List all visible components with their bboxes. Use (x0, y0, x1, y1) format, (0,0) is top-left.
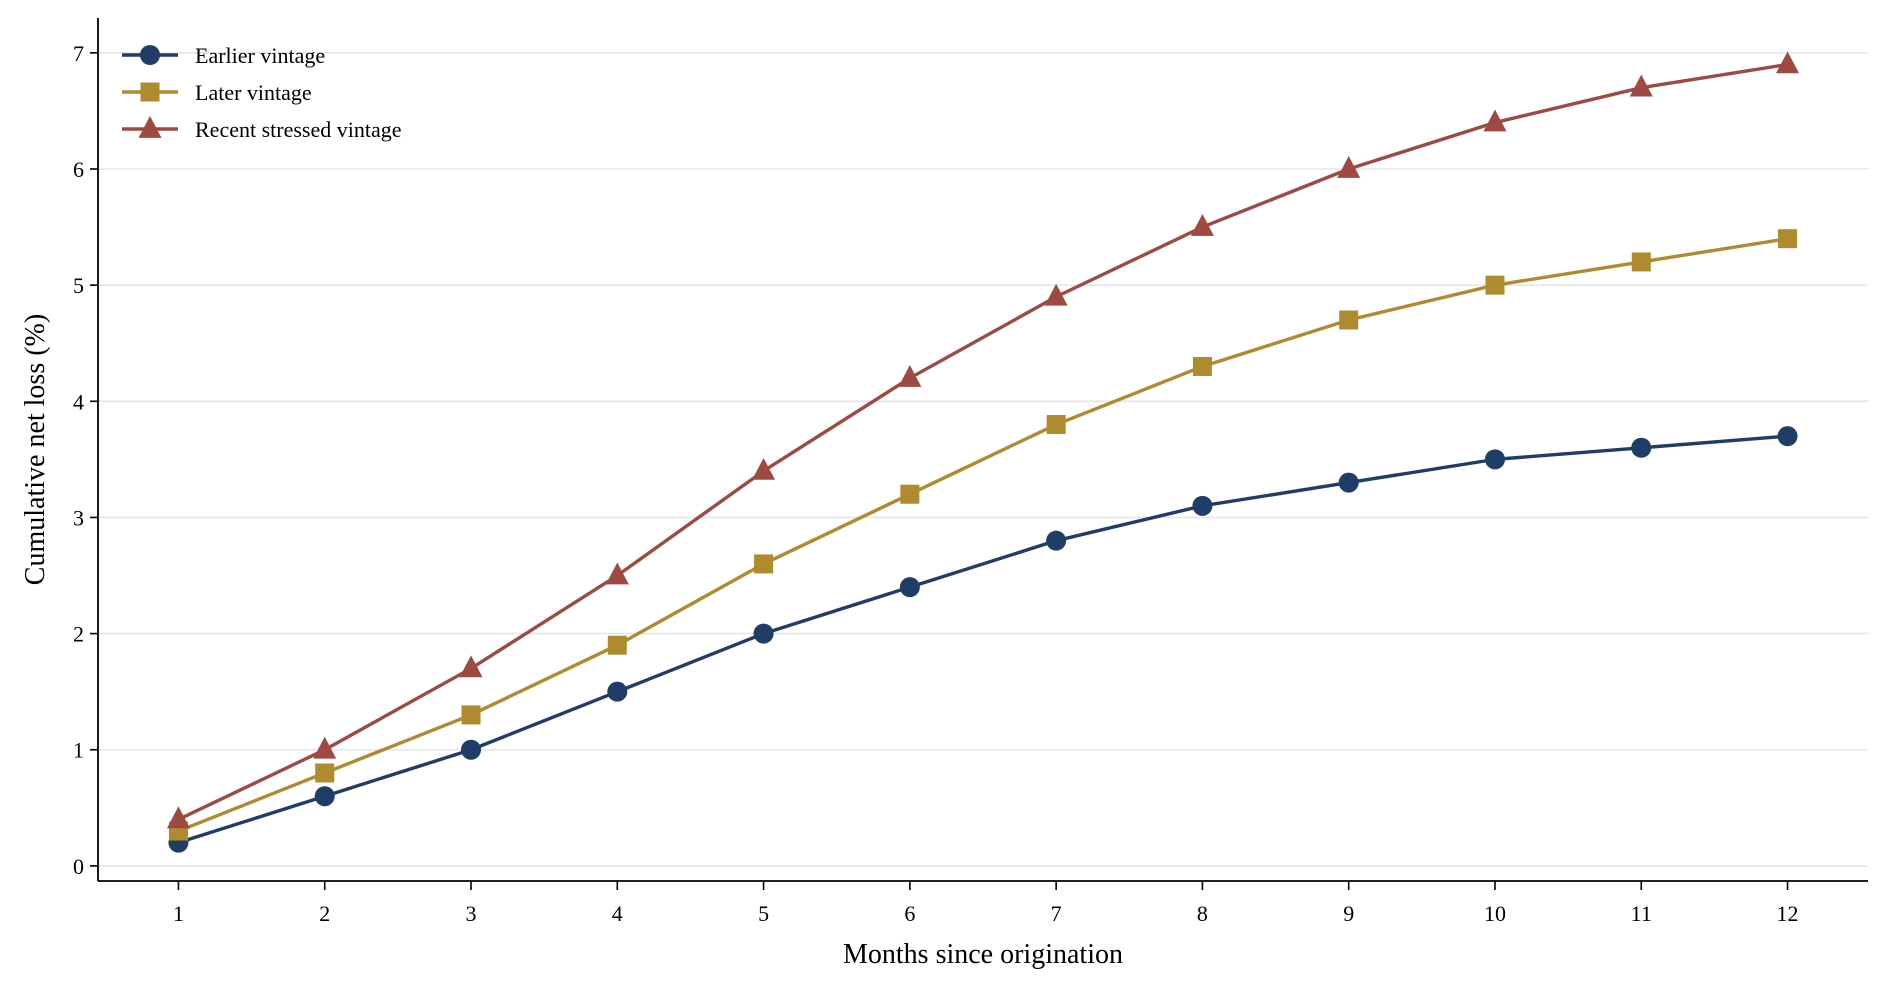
data-point (754, 554, 774, 574)
data-point (900, 484, 920, 504)
x-tick-label: 3 (466, 901, 477, 926)
data-point (1484, 449, 1505, 470)
x-tick-label: 7 (1051, 901, 1062, 926)
data-point (314, 786, 335, 807)
x-tick-label: 12 (1777, 901, 1799, 926)
grid-lines (98, 52, 1868, 867)
data-point (1631, 437, 1652, 458)
series-line (176, 62, 1790, 822)
y-tick-label: 0 (73, 854, 84, 879)
legend-label: Earlier vintage (195, 43, 325, 68)
data-point (899, 577, 920, 598)
legend-entry: Recent stressed vintage (122, 115, 402, 142)
data-point (1776, 51, 1800, 74)
data-point (1337, 155, 1361, 178)
data-point (1629, 74, 1653, 97)
data-point (607, 635, 627, 655)
data-point (313, 736, 337, 759)
data-point (752, 457, 776, 480)
data-point (1485, 275, 1505, 295)
x-tick-label: 9 (1343, 901, 1354, 926)
series-line (176, 236, 1790, 833)
y-tick-label: 5 (73, 273, 84, 298)
data-point (1192, 356, 1212, 376)
data-point (1046, 415, 1066, 435)
data-point (1338, 472, 1359, 493)
data-point (1339, 310, 1359, 330)
data-point (461, 739, 482, 760)
x-tick-label: 1 (173, 901, 184, 926)
series-square-group (168, 229, 1798, 841)
y-tick-label: 4 (73, 389, 84, 414)
data-point (166, 806, 190, 829)
series-triangle-group (166, 51, 1800, 829)
data-point (898, 365, 922, 387)
x-tick-label: 2 (319, 901, 330, 926)
data-point (607, 681, 628, 702)
x-tick-label: 10 (1484, 901, 1506, 926)
legend-marker (140, 82, 160, 102)
legend-label: Later vintage (195, 80, 312, 105)
data-point (753, 623, 774, 644)
data-point (1046, 530, 1067, 551)
data-point (459, 655, 483, 678)
y-axis-title: Cumulative net loss (%) (20, 314, 51, 585)
y-tick-label: 6 (73, 157, 84, 182)
data-point (1483, 109, 1507, 132)
y-tick-label: 7 (73, 41, 84, 66)
legend-entry: Later vintage (122, 80, 312, 105)
data-point (1190, 214, 1214, 236)
series-lines (166, 51, 1800, 853)
legend-entry: Earlier vintage (122, 43, 325, 68)
data-point (605, 562, 629, 585)
data-point (461, 705, 481, 725)
x-axis-title: Months since origination (843, 939, 1123, 970)
y-tick-label: 3 (73, 505, 84, 530)
x-tick-label: 8 (1197, 901, 1208, 926)
legend-marker (140, 45, 160, 65)
legend-marker (138, 115, 162, 138)
data-point (1778, 229, 1798, 249)
x-tick-label: 11 (1631, 901, 1652, 926)
data-point (1192, 495, 1213, 516)
data-point (315, 763, 335, 783)
legend-label: Recent stressed vintage (195, 117, 402, 142)
y-tick-label: 1 (73, 738, 84, 763)
data-point (1631, 252, 1651, 272)
x-tick-label: 6 (904, 901, 915, 926)
x-tick-label: 5 (758, 901, 769, 926)
series-line (176, 434, 1790, 845)
x-tick-label: 4 (612, 901, 623, 926)
data-point (1777, 426, 1798, 447)
y-tick-label: 2 (73, 622, 84, 647)
data-point (1044, 283, 1068, 306)
legend: Earlier vintage Later vintage Recent stres… (122, 43, 402, 142)
series-circle-group (168, 426, 1798, 853)
